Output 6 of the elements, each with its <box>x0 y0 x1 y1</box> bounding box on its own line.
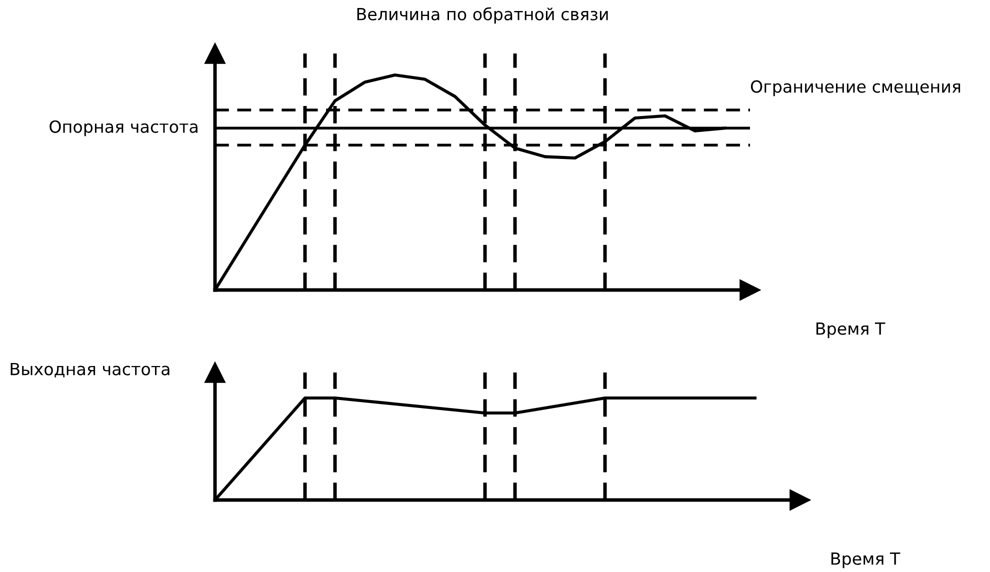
ref-line-label: Опорная частота <box>50 120 198 136</box>
text: Ограничение смещения <box>750 80 960 96</box>
y-axis-title: Выходная частота <box>10 362 170 378</box>
x-axis-title: Время T <box>816 322 886 338</box>
chart-title: Величина по обратной связи <box>357 7 608 24</box>
x-axis-title: Время T <box>831 552 900 568</box>
